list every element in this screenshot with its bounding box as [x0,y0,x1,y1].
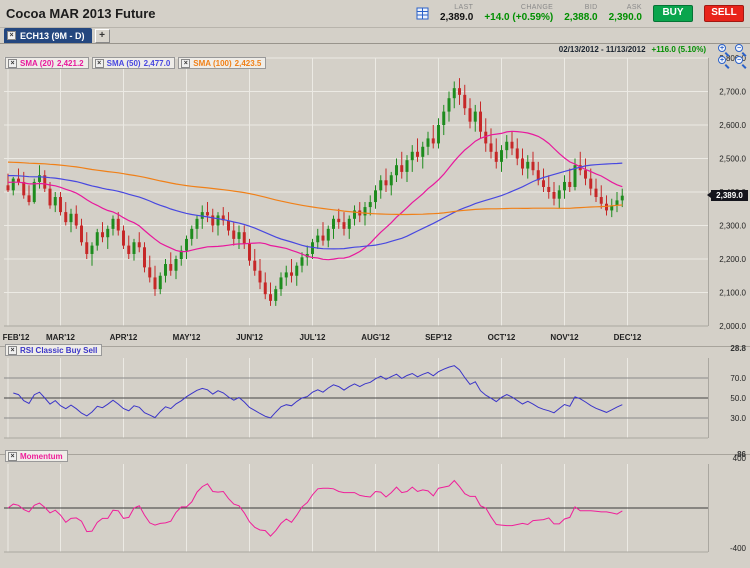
svg-text:MAY'12: MAY'12 [173,333,201,342]
svg-text:2,800.0: 2,800.0 [719,54,746,63]
svg-text:2,000.0: 2,000.0 [719,322,746,331]
ask-value: 2,390.0 [608,12,642,23]
range-row: 02/13/2012 - 11/13/2012 +116.0 (5.10%) [559,45,706,54]
momentum-line [7,479,623,537]
svg-text:50.0: 50.0 [730,394,746,403]
change-quote: CHANGE +14.0 (+0.59%) [484,4,553,23]
svg-text:2,300.0: 2,300.0 [719,222,746,231]
range-change: +116.0 (5.10%) [651,45,706,54]
sma20-legend-chip[interactable]: × SMA (20) 2,421.2 [5,57,89,69]
svg-text:400: 400 [733,454,747,463]
svg-text:2,100.0: 2,100.0 [719,289,746,298]
svg-text:70.0: 70.0 [730,374,746,383]
depth-grid-icon[interactable] [416,7,429,20]
svg-text:2,500.0: 2,500.0 [719,155,746,164]
grid-layer: 2,800.02,700.02,600.02,500.02,400.02,300… [0,54,750,553]
momentum-label: Momentum [20,451,63,461]
svg-text:2,700.0: 2,700.0 [719,88,746,97]
zoom-out-icon[interactable]: − [734,55,747,69]
sell-button[interactable]: SELL [704,5,744,22]
svg-text:NOV'12: NOV'12 [550,333,579,342]
sma100-value: 2,423.5 [234,58,262,68]
last-quote: LAST 2,389.0 [440,4,473,23]
tab-ech13[interactable]: × ECH13 (9M - D) [4,28,92,43]
sma100-legend-chip[interactable]: × SMA (100) 2,423.5 [178,57,267,69]
bid-value: 2,388.0 [564,12,598,23]
close-icon[interactable]: × [8,58,17,68]
ask-quote: ASK 2,390.0 [609,4,642,23]
date-range: 02/13/2012 - 11/13/2012 [558,45,646,54]
zoom-in-icon[interactable]: + [717,43,730,57]
sma20-value: 2,421.2 [56,58,84,68]
bid-label: BID [584,4,598,11]
svg-text:DEC'12: DEC'12 [614,333,642,342]
chart-canvas[interactable]: 2,800.02,700.02,600.02,500.02,400.02,300… [0,44,750,568]
svg-text:30.0: 30.0 [730,414,746,423]
last-value: 2,389.0 [439,12,474,23]
svg-text:JUN'12: JUN'12 [236,333,263,342]
sma-50-line [8,162,623,250]
bid-quote: BID 2,388.0 [564,4,597,23]
sma50-legend-chip[interactable]: × SMA (50) 2,477.0 [91,57,176,69]
rsi-line [13,365,623,419]
sma100-label: SMA (100) [193,58,232,68]
sma-20-line [7,130,623,261]
close-icon[interactable]: × [94,58,104,68]
sma20-label: SMA (20) [20,58,54,68]
candles-layer [6,78,624,306]
momentum-indicator-chip[interactable]: × Momentum [5,450,68,462]
svg-text:-400: -400 [730,544,747,553]
svg-text:2,200.0: 2,200.0 [719,255,746,264]
rsi-last-value: 28.8 [730,344,746,353]
instrument-title: Cocoa MAR 2013 Future [6,6,156,21]
rsi-label: RSI Classic Buy Sell [20,345,98,355]
close-icon[interactable]: × [181,58,191,68]
last-price-marker: 2,389.0 [707,190,748,202]
add-tab-button[interactable]: + [94,29,110,43]
buy-button[interactable]: BUY [653,5,693,22]
momentum-last-value: -86 [734,450,746,459]
chart-area: 2,800.02,700.02,600.02,500.02,400.02,300… [0,44,750,568]
svg-text:APR'12: APR'12 [110,333,138,342]
header: Cocoa MAR 2013 Future LAST 2,389.0 CHANG… [0,0,750,28]
ask-label: ASK [626,4,642,11]
change-value: +14.0 (+0.59%) [484,12,554,23]
svg-text:2,600.0: 2,600.0 [719,121,746,130]
tab-bar: × ECH13 (9M - D) + [0,28,750,44]
svg-text:AUG'12: AUG'12 [361,333,390,342]
svg-text:MAR'12: MAR'12 [46,333,76,342]
svg-text:FEB'12: FEB'12 [3,333,30,342]
sma50-label: SMA (50) [106,58,141,68]
svg-text:SEP'12: SEP'12 [425,333,452,342]
rsi-indicator-chip[interactable]: × RSI Classic Buy Sell [5,344,103,356]
zoom-controls-top: + − [717,43,747,57]
sma-100-line [7,161,623,216]
tab-label: ECH13 (9M - D) [20,30,85,41]
quote-panel: LAST 2,389.0 CHANGE +14.0 (+0.59%) BID 2… [416,4,744,23]
zoom-out-icon[interactable]: − [734,43,747,57]
sma50-value: 2,477.0 [143,58,171,68]
zoom-in-icon[interactable]: + [717,55,730,69]
tab-close-icon[interactable]: × [7,31,16,40]
close-icon[interactable]: × [8,451,17,461]
close-icon[interactable]: × [8,345,17,355]
last-label: LAST [454,4,474,11]
svg-text:JUL'12: JUL'12 [300,333,326,342]
change-label: CHANGE [520,4,554,11]
svg-text:OCT'12: OCT'12 [488,333,516,342]
zoom-controls-chart: + − [717,55,747,69]
sma-legend: × SMA (20) 2,421.2 × SMA (50) 2,477.0 × … [5,57,267,69]
